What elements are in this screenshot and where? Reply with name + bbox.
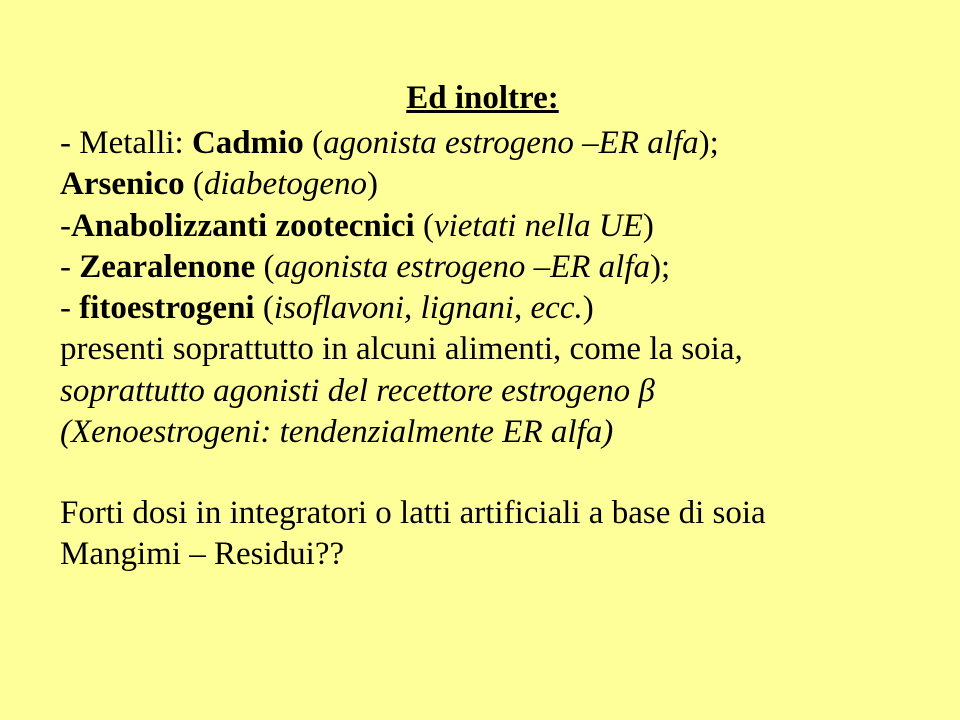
line-fitoestrogeni: - fitoestrogeni (isoflavoni, lignani, ec… xyxy=(60,288,905,329)
line-xeno: (Xenoestrogeni: tendenzialmente ER alfa) xyxy=(60,412,905,453)
line-metalli: - Metalli: Cadmio (agonista estrogeno –E… xyxy=(60,123,905,164)
t: diabetogeno xyxy=(204,166,367,202)
t: - xyxy=(60,208,71,244)
t: fitoestrogeni xyxy=(79,290,254,326)
line-mangimi: Mangimi – Residui?? xyxy=(60,534,905,575)
t: Zearalenone xyxy=(79,249,255,285)
t: ( xyxy=(304,125,323,161)
gap xyxy=(60,453,905,493)
t: vietati nella UE xyxy=(434,208,643,244)
t: Anabolizzanti zootecnici xyxy=(71,208,415,244)
t: ( xyxy=(255,290,274,326)
t: β xyxy=(638,373,654,409)
t: ) xyxy=(643,208,654,244)
t: soprattutto agonisti del recettore estro… xyxy=(60,373,638,409)
line-arsenico: Arsenico (diabetogeno) xyxy=(60,164,905,205)
t: agonista estrogeno –ER alfa xyxy=(323,125,699,161)
slide-title: Ed inoltre: xyxy=(60,80,905,117)
t: ); xyxy=(650,249,670,285)
t: ( xyxy=(255,249,274,285)
t: ) xyxy=(583,290,594,326)
t: ); xyxy=(699,125,719,161)
slide: Ed inoltre: - Metalli: Cadmio (agonista … xyxy=(0,0,960,720)
t: Arsenico xyxy=(60,166,185,202)
line-zearalenone: - Zearalenone (agonista estrogeno –ER al… xyxy=(60,247,905,288)
line-anabolizzanti: -Anabolizzanti zootecnici (vietati nella… xyxy=(60,206,905,247)
t: isoflavoni, lignani, ecc. xyxy=(274,290,583,326)
t: ( xyxy=(415,208,434,244)
line-integratori: Forti dosi in integratori o latti artifi… xyxy=(60,493,905,534)
t: Cadmio xyxy=(192,125,304,161)
t: ) xyxy=(367,166,378,202)
t: ( xyxy=(185,166,204,202)
line-soia: presenti soprattutto in alcuni alimenti,… xyxy=(60,329,905,370)
t: , xyxy=(735,331,743,367)
t: - Metalli: xyxy=(60,125,192,161)
t: presenti soprattutto in alcuni alimenti,… xyxy=(60,331,735,367)
line-recettore: soprattutto agonisti del recettore estro… xyxy=(60,371,905,412)
t: - xyxy=(60,249,79,285)
t: agonista estrogeno –ER alfa xyxy=(274,249,650,285)
t: - xyxy=(60,290,79,326)
